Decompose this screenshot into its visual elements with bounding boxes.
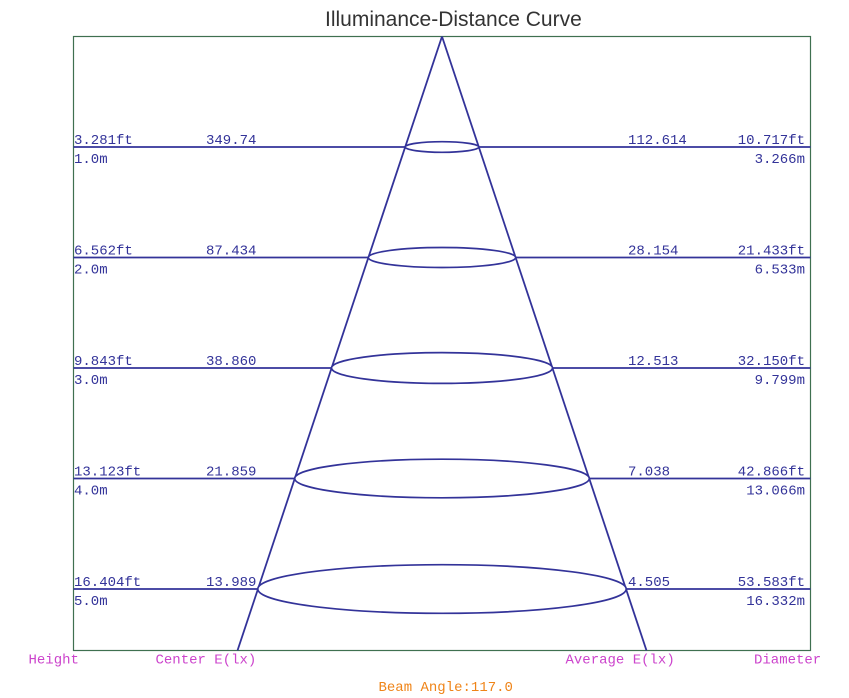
svg-text:13.989: 13.989 xyxy=(206,575,256,591)
svg-text:10.717ft: 10.717ft xyxy=(738,133,805,149)
svg-text:32.150ft: 32.150ft xyxy=(738,354,805,370)
svg-text:16.404ft: 16.404ft xyxy=(74,575,141,591)
svg-text:6.562ft: 6.562ft xyxy=(74,244,133,260)
svg-text:3.0m: 3.0m xyxy=(74,373,108,389)
svg-text:1.0m: 1.0m xyxy=(74,152,108,168)
svg-text:16.332m: 16.332m xyxy=(746,594,805,610)
svg-text:4.505: 4.505 xyxy=(628,575,670,591)
svg-text:9.799m: 9.799m xyxy=(755,373,805,389)
svg-text:12.513: 12.513 xyxy=(628,354,678,370)
svg-text:5.0m: 5.0m xyxy=(74,594,108,610)
svg-text:28.154: 28.154 xyxy=(628,244,678,260)
svg-text:9.843ft: 9.843ft xyxy=(74,354,133,370)
svg-text:13.066m: 13.066m xyxy=(746,484,805,500)
svg-text:2.0m: 2.0m xyxy=(74,263,108,279)
svg-text:349.74: 349.74 xyxy=(206,133,256,149)
svg-text:42.866ft: 42.866ft xyxy=(738,465,805,481)
svg-text:Center E(lx): Center E(lx) xyxy=(156,653,257,669)
svg-text:Diameter: Diameter xyxy=(754,653,821,669)
svg-text:7.038: 7.038 xyxy=(628,465,670,481)
svg-text:13.123ft: 13.123ft xyxy=(74,465,141,481)
svg-text:3.266m: 3.266m xyxy=(755,152,805,168)
svg-text:6.533m: 6.533m xyxy=(755,263,805,279)
svg-text:21.433ft: 21.433ft xyxy=(738,244,805,260)
svg-text:21.859: 21.859 xyxy=(206,465,256,481)
svg-text:87.434: 87.434 xyxy=(206,244,256,260)
svg-text:112.614: 112.614 xyxy=(628,133,687,149)
svg-text:38.860: 38.860 xyxy=(206,354,256,370)
svg-text:3.281ft: 3.281ft xyxy=(74,133,133,149)
svg-text:Average E(lx): Average E(lx) xyxy=(566,653,675,669)
svg-text:Beam Angle:117.0: Beam Angle:117.0 xyxy=(379,680,513,696)
svg-text:Illuminance-Distance Curve: Illuminance-Distance Curve xyxy=(325,8,582,31)
svg-text:Height: Height xyxy=(29,653,79,669)
svg-text:4.0m: 4.0m xyxy=(74,484,108,500)
svg-text:53.583ft: 53.583ft xyxy=(738,575,805,591)
